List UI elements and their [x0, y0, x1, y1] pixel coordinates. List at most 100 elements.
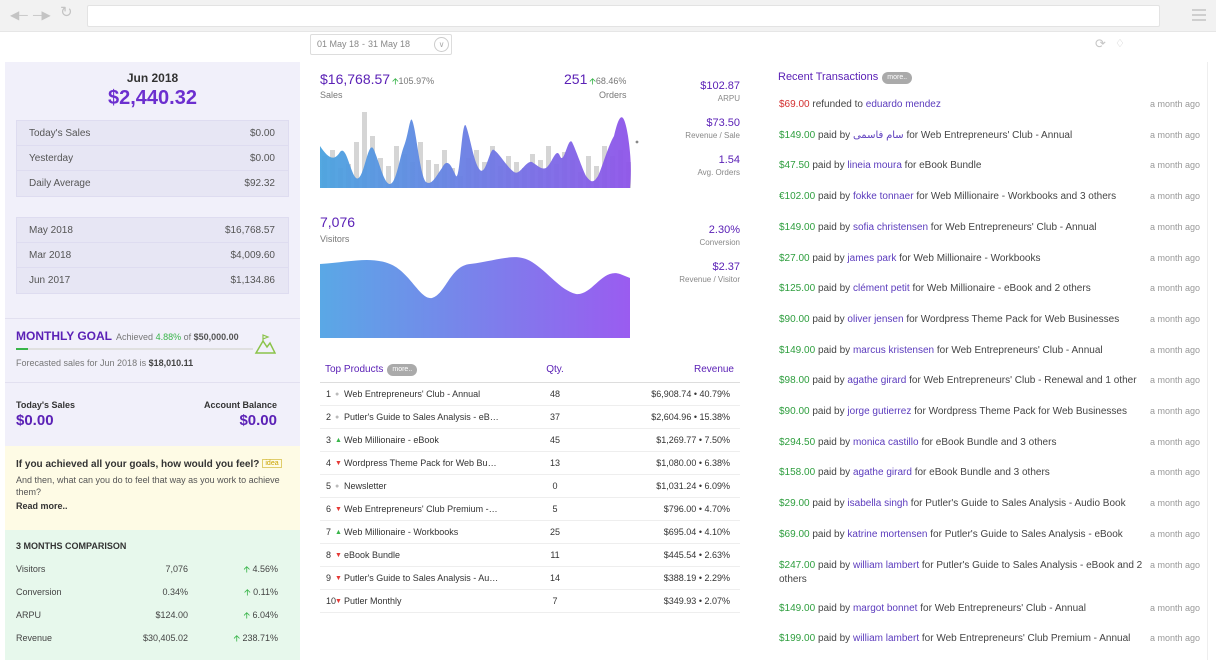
customer-link[interactable]: james park — [847, 252, 897, 264]
transaction-verb: paid by — [812, 406, 845, 417]
forward-icon[interactable]: ─▶ — [33, 8, 51, 22]
table-row[interactable]: 2 ● Putler's Guide to Sales Analysis - eBo… — [320, 406, 740, 429]
metrics-panel: $16,768.57 🡩105.97% Sales 251 🡩68.46% Orde… — [310, 62, 760, 660]
product-qty: 7 — [552, 596, 558, 606]
table-row[interactable]: 10 ▼ Putler Monthly 7 $349.93 • 2.07% — [320, 590, 740, 613]
transaction-amount: $149.00 — [779, 602, 816, 614]
transaction-verb: paid by — [817, 344, 851, 356]
product-qty: 0 — [552, 481, 558, 491]
table-row[interactable]: 5 ● Newsletter 0 $1,031.24 • 6.09% — [320, 475, 740, 498]
product-name[interactable]: Web Entrepreneurs' Club Premium - Annual — [344, 504, 499, 514]
customer-link[interactable]: margot bonnet — [852, 602, 918, 614]
table-row[interactable]: 8 ▼ eBook Bundle 11 $445.54 • 2.63% — [320, 544, 740, 567]
refresh-icon[interactable]: ⟳ — [1095, 36, 1106, 51]
customer-link[interactable]: marcus kristensen — [852, 344, 935, 356]
visitors-label: Visitors — [320, 234, 350, 244]
orders-change: 68.46% — [595, 76, 627, 86]
product-name[interactable]: Web Entrepreneurs' Club - Annual — [344, 389, 481, 399]
date-from[interactable]: 01 May 18 — [317, 39, 360, 49]
customer-link[interactable]: clément petit — [852, 283, 910, 295]
customer-link[interactable]: agathe girard — [847, 375, 907, 387]
table-row[interactable]: 3 ▲ Web Millionaire - eBook 45 $1,269.77 • 7… — [320, 429, 740, 452]
transaction-amount: $69.00 — [779, 528, 810, 540]
transaction-item: $90.00 paid by oliver jensen for Wordpre… — [779, 313, 1151, 327]
product-name[interactable]: Wordpress Theme Pack for Web Businesses — [344, 458, 499, 468]
transactions-more-button[interactable]: more.. — [882, 72, 913, 84]
transaction-amount: $247.00 — [779, 559, 816, 571]
customer-link[interactable]: oliver jensen — [847, 313, 904, 325]
table-row[interactable]: 7 ▲ Web Millionaire - Workbooks 25 $695.04 •… — [320, 521, 740, 544]
table-row[interactable]: 6▼Web Entrepreneurs' Club Premium - Annu… — [320, 498, 740, 521]
for-label: for — [914, 406, 926, 417]
read-more-link[interactable]: Read more.. — [16, 501, 68, 511]
customer-link[interactable]: fokke tonnaer — [852, 191, 914, 203]
monthly-history-table: May 2018 $16,768.57 Mar 2018 $4,009.60 Jun… — [16, 217, 289, 294]
product-name: eBook Bundle and 3 others — [935, 436, 1057, 448]
table-row[interactable]: 9 ▼ Putler's Guide to Sales Analysis - Aud… — [320, 567, 740, 590]
product-name[interactable]: Web Millionaire - eBook — [344, 435, 439, 445]
product-name[interactable]: Putler's Guide to Sales Analysis - eBook — [344, 412, 499, 422]
table-row[interactable]: 4▼Wordpress Theme Pack for Web Businesse… — [320, 452, 740, 475]
address-bar[interactable] — [87, 5, 1160, 27]
product-name[interactable]: eBook Bundle — [344, 550, 401, 560]
customer-link[interactable]: isabella singh — [847, 498, 909, 510]
rank: 6 — [326, 504, 332, 514]
product-name: Putler's Guide to Sales Analysis - eBook… — [779, 559, 1143, 585]
date-to[interactable]: 31 May 18 — [368, 39, 411, 49]
products-more-button[interactable]: more.. — [387, 364, 418, 376]
avg-orders-value: 1.54 — [718, 154, 740, 166]
arrow-up-icon: 🡩 — [589, 76, 596, 86]
calendar-icon[interactable]: ∨ — [434, 37, 449, 52]
customer-link[interactable]: eduardo mendez — [865, 99, 941, 110]
product-name[interactable]: Web Millionaire - Workbooks — [344, 527, 459, 537]
customer-link[interactable]: william lambert — [852, 559, 920, 571]
bell-icon[interactable]: ♢ — [1115, 38, 1125, 50]
forecast-label: Forecasted sales for Jun 2018 is — [16, 358, 147, 368]
for-label: for — [899, 252, 911, 264]
product-name[interactable]: Newsletter — [344, 481, 387, 491]
table-row[interactable]: 1 ● Web Entrepreneurs' Club - Annual 48 $6,9… — [320, 383, 740, 406]
transactions-header: Recent Transactions more.. — [778, 71, 913, 84]
product-revenue: $388.19 • 2.29% — [663, 573, 730, 583]
comparison-label: Revenue — [16, 633, 53, 643]
customer-link[interactable]: monica castillo — [852, 436, 919, 448]
date-range-picker[interactable]: 01 May 18-31 May 18 ∨ — [310, 34, 452, 55]
orders-metric: 251 🡩68.46% — [564, 71, 626, 90]
rank: 5 — [326, 481, 332, 491]
for-label: for — [909, 375, 921, 387]
triangle-down-icon: ▼ — [335, 575, 342, 582]
transaction-item: $149.00 paid by margot bonnet for Web En… — [779, 602, 1151, 616]
customer-link[interactable]: jorge gutierrez — [847, 406, 912, 417]
back-icon[interactable]: ◀─ — [10, 8, 28, 22]
transaction-time: a month ago — [1149, 375, 1200, 386]
triangle-up-icon: ▲ — [335, 529, 342, 536]
row-label: Jun 2017 — [29, 275, 71, 286]
menu-icon[interactable] — [1192, 9, 1206, 24]
transaction-time: a month ago — [1149, 129, 1200, 140]
transaction-time: a month ago — [1149, 436, 1200, 447]
table-row: Mar 2018 $4,009.60 — [17, 243, 288, 268]
transaction-time: a month ago — [1149, 99, 1200, 109]
transaction-amount: $90.00 — [779, 313, 810, 325]
row-value: $0.00 — [249, 153, 275, 164]
customer-link[interactable]: lineia moura — [847, 160, 902, 172]
customer-link[interactable]: سام فاسمی — [852, 129, 904, 141]
customer-link[interactable]: william lambert — [852, 633, 920, 645]
product-name[interactable]: Putler's Guide to Sales Analysis - Audio… — [344, 573, 499, 583]
customer-link[interactable]: katrine mortensen — [847, 528, 928, 540]
transaction-item: $149.00 paid by marcus kristensen for We… — [779, 344, 1151, 358]
todays-sales-label: Today's Sales — [16, 400, 76, 410]
goal-progress-fill — [16, 348, 28, 350]
transaction-verb: paid by — [817, 467, 851, 479]
comparison-label: ARPU — [16, 610, 42, 620]
change-value: 238.71% — [242, 633, 278, 643]
customer-link[interactable]: agathe girard — [852, 467, 912, 479]
rank: 9 — [326, 573, 332, 583]
reload-icon[interactable]: ↻ — [60, 4, 73, 21]
customer-link[interactable]: sofia christensen — [852, 221, 929, 233]
arpu-label: ARPU — [717, 94, 740, 103]
table-row: Yesterday $0.00 — [17, 146, 288, 171]
rps-value: $73.50 — [706, 117, 740, 129]
product-name[interactable]: Putler Monthly — [344, 596, 402, 606]
for-label: for — [906, 313, 919, 325]
